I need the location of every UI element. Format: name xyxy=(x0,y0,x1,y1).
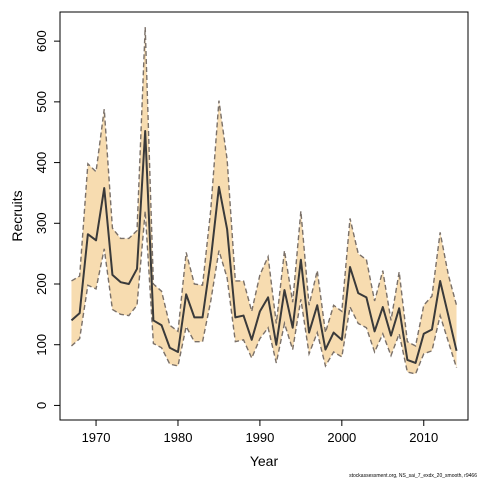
y-tick-label: 300 xyxy=(34,212,49,234)
y-axis: 0 100 200 300 400 500 600 xyxy=(34,30,60,409)
y-tick-label: 100 xyxy=(34,334,49,356)
footnote: stockassessment.org, NS_sai_7_exdx_20_sm… xyxy=(349,473,477,479)
y-tick-label: 200 xyxy=(34,273,49,295)
y-tick-label: 0 xyxy=(34,402,49,409)
x-tick-label: 1980 xyxy=(164,430,193,445)
series-lines xyxy=(70,27,458,375)
x-axis: 1970 1980 1990 2000 2010 xyxy=(82,420,438,445)
lower-bound-line xyxy=(71,211,458,375)
x-tick-label: 2010 xyxy=(409,430,438,445)
y-axis-title: Recruits xyxy=(9,190,25,241)
median-line xyxy=(70,130,458,364)
y-tick-label: 500 xyxy=(34,91,49,113)
x-tick-label: 1990 xyxy=(245,430,274,445)
plot-frame xyxy=(59,11,469,421)
x-tick-label: 2000 xyxy=(327,430,356,445)
y-tick-label: 600 xyxy=(34,30,49,52)
band-area xyxy=(71,27,457,374)
x-axis-title: Year xyxy=(250,453,279,469)
x-tick-label: 1970 xyxy=(82,430,111,445)
upper-bound-line xyxy=(71,27,458,347)
y-tick-label: 400 xyxy=(34,152,49,174)
confidence-band xyxy=(71,27,457,374)
